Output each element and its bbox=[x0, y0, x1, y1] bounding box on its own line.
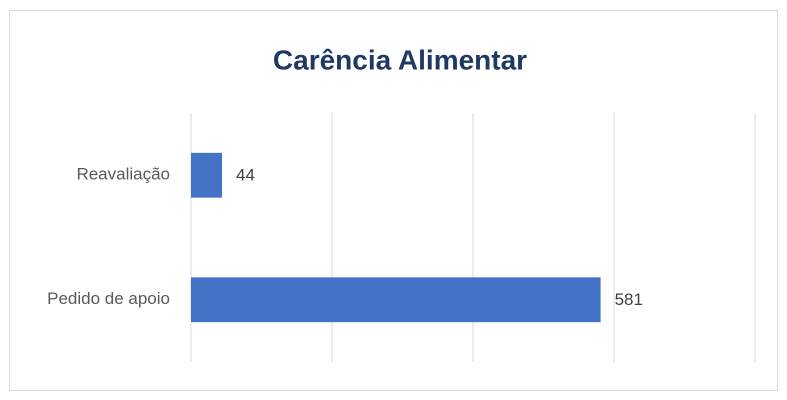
y-tick-label: Reavaliação bbox=[76, 165, 170, 184]
value-label: 581 bbox=[615, 290, 643, 309]
chart-border bbox=[9, 10, 778, 391]
value-label: 44 bbox=[236, 166, 255, 185]
bar bbox=[191, 277, 601, 323]
y-tick-label: Pedido de apoio bbox=[47, 289, 170, 308]
chart-title: Carência Alimentar bbox=[273, 44, 527, 75]
bar bbox=[191, 152, 223, 198]
